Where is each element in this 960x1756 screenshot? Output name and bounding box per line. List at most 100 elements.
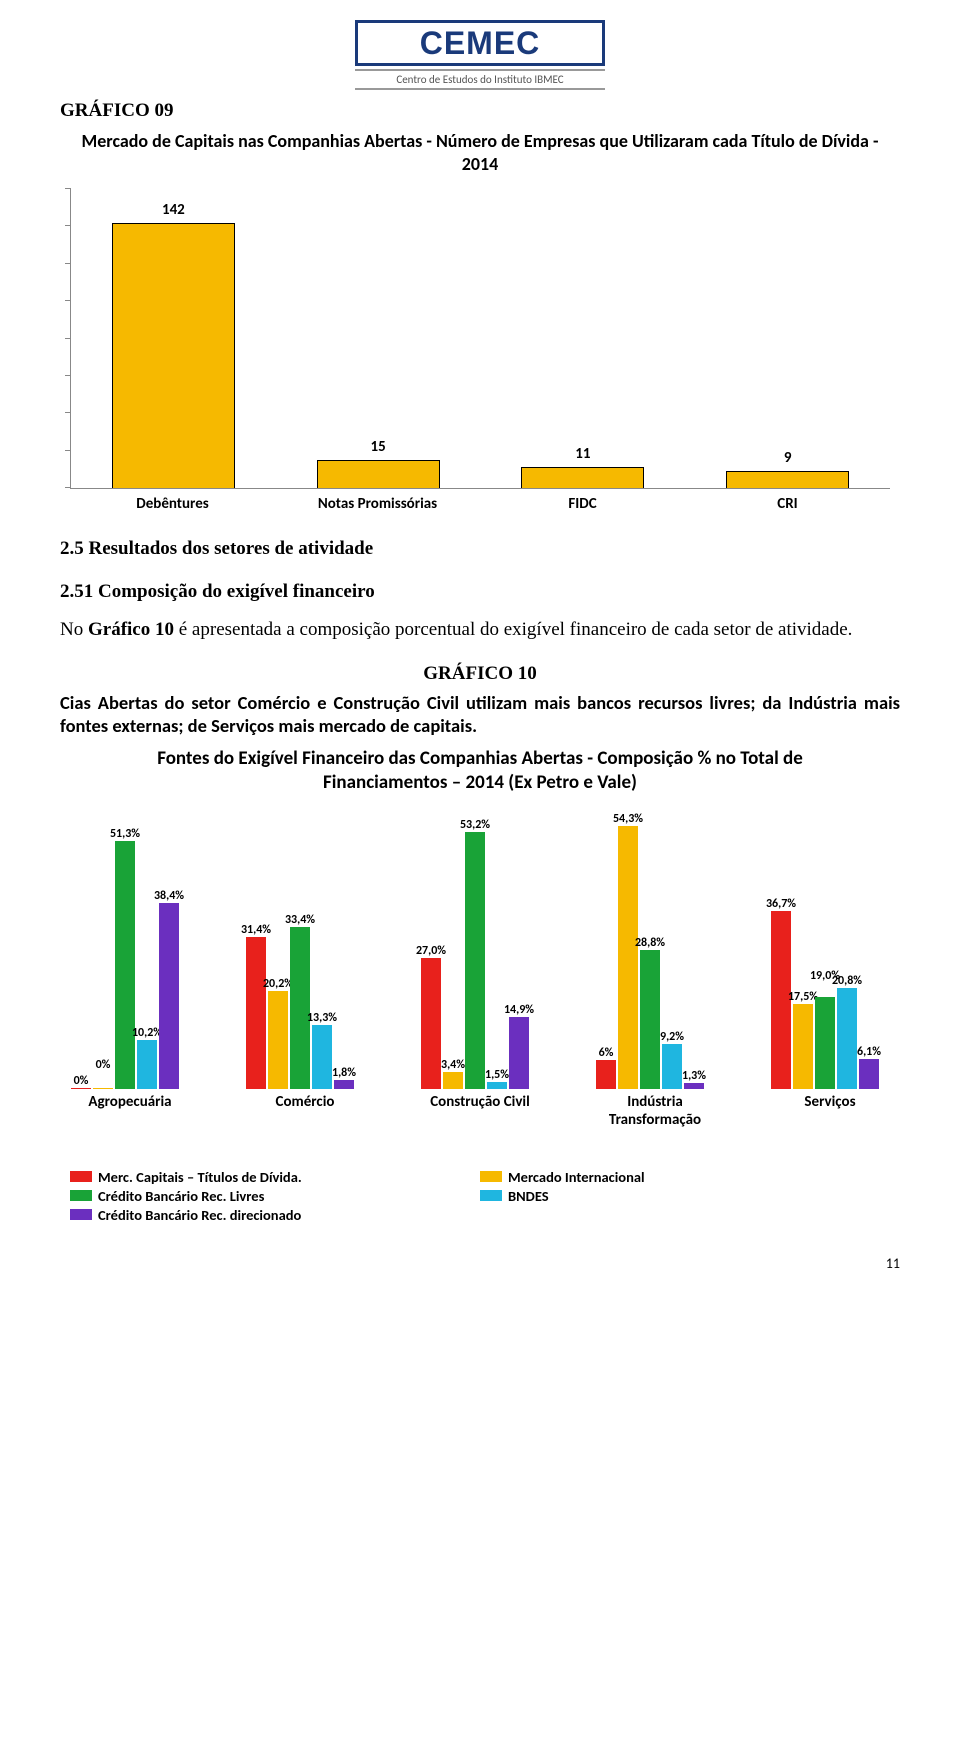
chart2-bar: 0%	[93, 1088, 113, 1089]
chart2-bar: 17,5%	[793, 1004, 813, 1089]
chart1-value-label: 142	[162, 201, 185, 219]
chart1-category: Debêntures	[70, 495, 275, 513]
legend-swatch	[480, 1171, 502, 1182]
grafico10-legend: Merc. Capitais – Títulos de Dívida.Crédi…	[70, 1167, 890, 1225]
chart2-group: 0%0%51,3%10,2%38,4%	[70, 799, 190, 1089]
chart2-bar: 6,1%	[859, 1059, 879, 1088]
chart2-bar: 1,3%	[684, 1083, 704, 1089]
legend-swatch	[70, 1209, 92, 1220]
chart2-bar: 1,8%	[334, 1080, 354, 1089]
page-number: 11	[60, 1255, 900, 1272]
chart2-bar-label: 33,4%	[285, 913, 315, 927]
chart2-bar-label: 3,4%	[441, 1058, 465, 1072]
chart2-bar: 14,9%	[509, 1017, 529, 1089]
chart2-category: IndústriaTransformação	[595, 1093, 715, 1129]
grafico09-chart: 142 15 11 9	[70, 189, 890, 489]
chart2-bar-label: 6%	[599, 1046, 614, 1060]
chart2-bar-label: 53,2%	[460, 818, 490, 832]
chart2-bar-label: 20,2%	[263, 977, 293, 991]
chart2-bar: 54,3%	[618, 826, 638, 1088]
chart1-value-label: 15	[371, 438, 386, 456]
chart2-bar-label: 38,4%	[154, 889, 184, 903]
chart2-bar: 38,4%	[159, 903, 179, 1089]
chart2-bar: 33,4%	[290, 927, 310, 1088]
grafico10-label: GRÁFICO 10	[60, 663, 900, 685]
chart2-bar: 31,4%	[246, 937, 266, 1089]
legend-label: BNDES	[508, 1187, 549, 1205]
chart2-bar: 19,0%	[815, 997, 835, 1089]
chart2-bar-label: 6,1%	[857, 1045, 881, 1059]
chart2-bar-label: 51,3%	[110, 827, 140, 841]
chart2-bar-label: 31,4%	[241, 923, 271, 937]
chart2-bar: 28,8%	[640, 950, 660, 1089]
chart2-bar-label: 0%	[96, 1058, 111, 1072]
chart2-bar-label: 36,7%	[766, 897, 796, 911]
grafico09-label: GRÁFICO 09	[60, 100, 900, 122]
chart2-bar: 6%	[596, 1060, 616, 1089]
chart2-bar-label: 13,3%	[307, 1011, 337, 1025]
chart1-bar	[726, 471, 849, 488]
chart1-bar	[521, 467, 644, 488]
legend-label: Merc. Capitais – Títulos de Dívida.	[98, 1168, 302, 1186]
legend-item: Mercado Internacional	[480, 1168, 890, 1186]
chart2-group: 36,7%17,5%19,0%20,8%6,1%	[770, 799, 890, 1089]
chart2-bar-label: 0%	[74, 1074, 89, 1088]
legend-swatch	[70, 1171, 92, 1182]
chart2-bar-label: 1,3%	[682, 1069, 706, 1083]
section-paragraph: No Gráfico 10 é apresentada a composição…	[60, 618, 900, 643]
chart2-bar-label: 10,2%	[132, 1026, 162, 1040]
grafico09-title: Mercado de Capitais nas Companhias Abert…	[80, 130, 880, 175]
grafico10-categories: Agropecuária Comércio Construção Civil Indú…	[70, 1093, 890, 1131]
chart2-category: Comércio	[245, 1093, 365, 1111]
grafico10-intro: Cias Abertas do setor Comércio e Constru…	[60, 691, 900, 737]
chart2-bar-label: 20,8%	[832, 974, 862, 988]
chart2-bar-label: 28,8%	[635, 936, 665, 950]
chart2-group: 27,0%3,4%53,2%1,5%14,9%	[420, 799, 540, 1089]
chart2-category: Agropecuária	[70, 1093, 190, 1111]
chart2-bar: 0%	[71, 1088, 91, 1089]
legend-swatch	[70, 1190, 92, 1201]
chart2-bar-label: 17,5%	[788, 990, 818, 1004]
legend-item: BNDES	[480, 1187, 890, 1205]
chart2-bar: 10,2%	[137, 1040, 157, 1089]
grafico10-title: Fontes do Exigível Financeiro das Compan…	[100, 747, 860, 795]
legend-item: Crédito Bancário Rec. Livres	[70, 1187, 480, 1205]
chart1-value-label: 9	[784, 449, 792, 467]
chart2-bar-label: 14,9%	[504, 1003, 534, 1017]
chart2-bar: 51,3%	[115, 841, 135, 1089]
chart2-bar-label: 27,0%	[416, 944, 446, 958]
legend-item: Merc. Capitais – Títulos de Dívida.	[70, 1168, 480, 1186]
chart2-bar: 3,4%	[443, 1072, 463, 1088]
logo: CEMEC Centro de Estudos do Instituto IBM…	[355, 20, 605, 90]
grafico09-categories: DebênturesNotas PromissóriasFIDCCRI	[70, 495, 890, 513]
chart1-col: 11	[481, 189, 686, 488]
chart1-category: Notas Promissórias	[275, 495, 480, 513]
grafico10-chart: 0%0%51,3%10,2%38,4%31,4%20,2%33,4%13,3%1…	[70, 799, 890, 1089]
chart2-category: Construção Civil	[420, 1093, 540, 1111]
chart1-category: FIDC	[480, 495, 685, 513]
chart1-category: CRI	[685, 495, 890, 513]
chart2-bar: 53,2%	[465, 832, 485, 1089]
chart2-category: Serviços	[770, 1093, 890, 1111]
logo-name: CEMEC	[355, 20, 605, 66]
chart2-bar: 1,5%	[487, 1082, 507, 1089]
legend-label: Mercado Internacional	[508, 1168, 645, 1186]
chart2-bar: 27,0%	[421, 958, 441, 1089]
chart2-bar-label: 9,2%	[660, 1030, 684, 1044]
chart1-bar	[317, 460, 440, 488]
chart1-col: 142	[71, 189, 276, 488]
logo-subtitle: Centro de Estudos do Instituto IBMEC	[355, 69, 605, 90]
chart2-bar: 20,8%	[837, 988, 857, 1089]
chart1-bar	[112, 223, 235, 488]
chart2-group: 31,4%20,2%33,4%13,3%1,8%	[245, 799, 365, 1089]
legend-item: Crédito Bancário Rec. direcionado	[70, 1206, 480, 1224]
chart1-value-label: 11	[575, 445, 590, 463]
chart1-col: 9	[685, 189, 890, 488]
chart1-col: 15	[276, 189, 481, 488]
chart2-bar-label: 1,8%	[332, 1066, 356, 1080]
chart2-bar-label: 54,3%	[613, 812, 643, 826]
legend-label: Crédito Bancário Rec. direcionado	[98, 1206, 301, 1224]
chart2-bar: 20,2%	[268, 991, 288, 1089]
section-subheading: 2.51 Composição do exigível financeiro	[60, 580, 900, 605]
chart2-bar-label: 1,5%	[485, 1068, 509, 1082]
